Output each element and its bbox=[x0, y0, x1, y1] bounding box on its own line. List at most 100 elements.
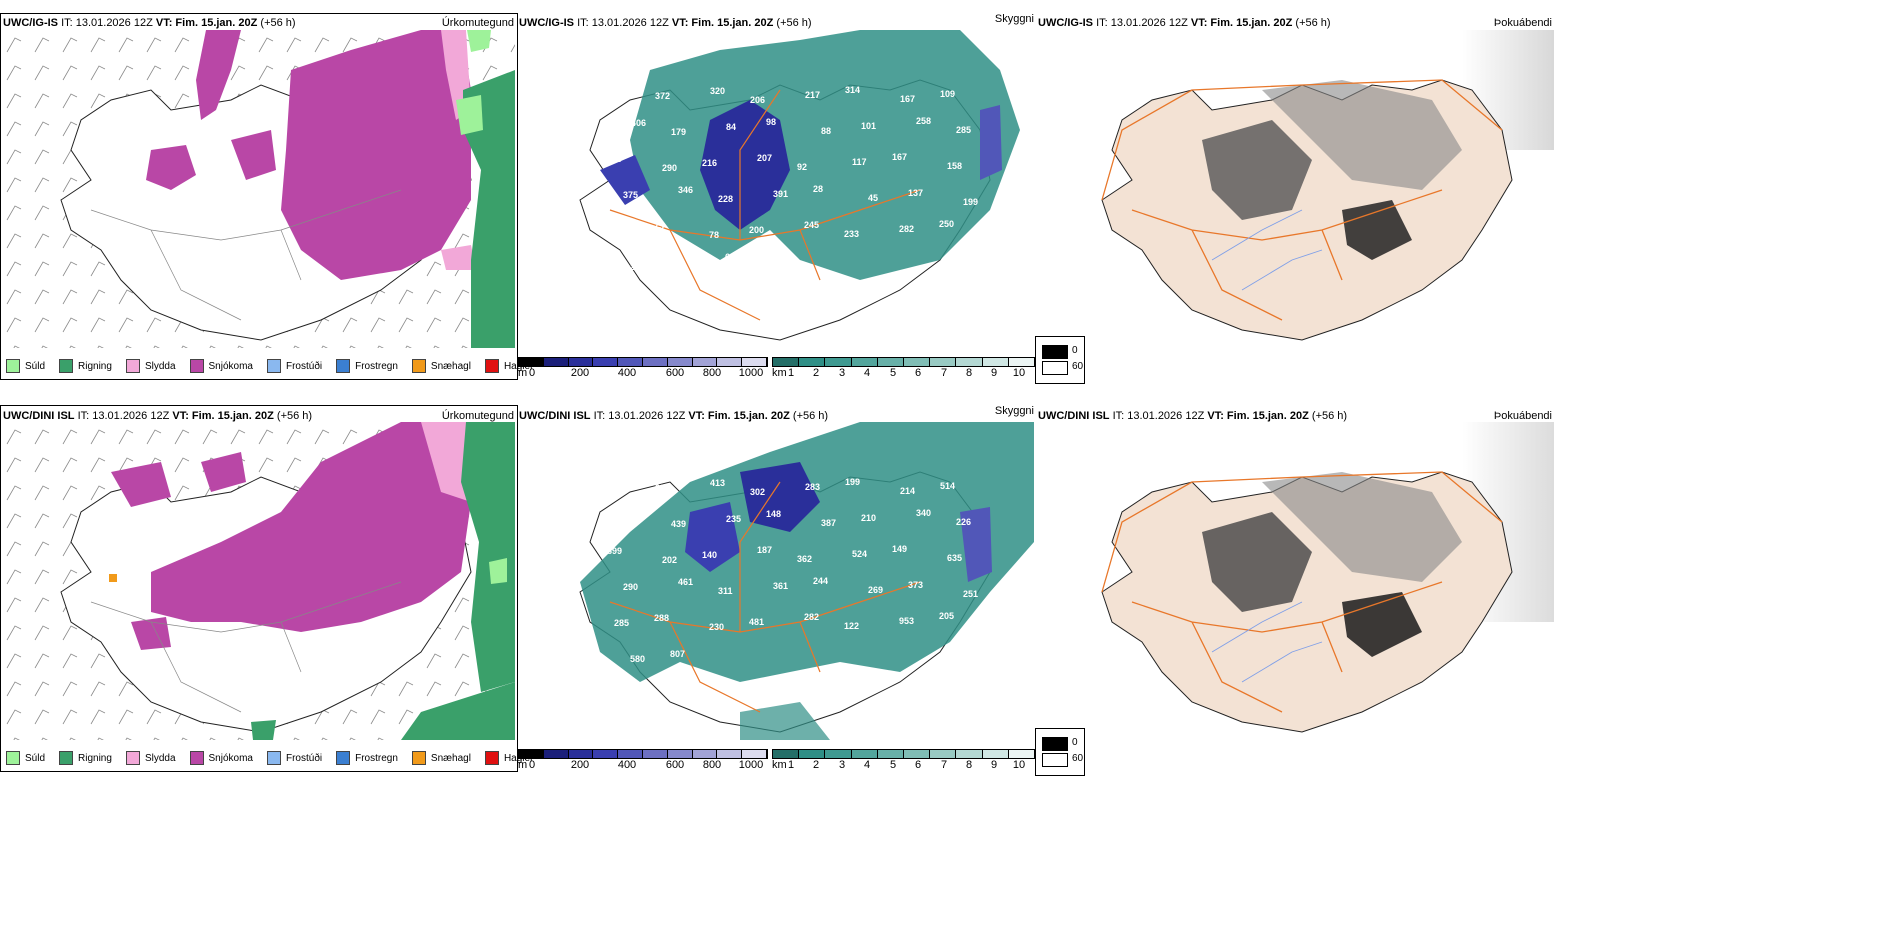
legend-item: Slydda bbox=[125, 359, 176, 373]
vis-value-label: 214 bbox=[900, 486, 915, 496]
panel-title: UWC/DINI ISL IT: 13.01.2026 12Z VT: Fim.… bbox=[1038, 410, 1347, 423]
vis-value-label: 296 bbox=[655, 483, 670, 493]
vis-value-label: 233 bbox=[844, 229, 859, 239]
init-time: IT: 13.01.2026 12Z bbox=[1112, 410, 1205, 422]
colorbar-cell bbox=[519, 358, 544, 366]
fog-map bbox=[1062, 422, 1554, 740]
colorbar-unit: m bbox=[518, 367, 528, 379]
vis-value-label: 461 bbox=[678, 577, 693, 587]
legend-label: Snæhagl bbox=[430, 360, 471, 372]
colorbar-tick: 400 bbox=[617, 367, 637, 379]
snow-area bbox=[231, 130, 276, 180]
vis-labels: 973 372 320 206 217 314 167 109 406 179 84 98 88 101 2… bbox=[600, 82, 978, 272]
vis-value-label: 73 bbox=[654, 221, 664, 231]
legend-label: Snjókoma bbox=[208, 752, 253, 764]
legend-swatch bbox=[336, 751, 351, 765]
vis-value-label: 973 bbox=[600, 82, 615, 92]
colorbar-tick: 400 bbox=[617, 759, 637, 771]
colorbar-cell bbox=[825, 358, 852, 366]
vis-value-label: 282 bbox=[899, 224, 914, 234]
panel-name-fog: Þokuábendi bbox=[1493, 410, 1552, 422]
vis-value-label: 290 bbox=[662, 163, 677, 173]
vis-value-label: 439 bbox=[671, 519, 686, 529]
very-low-visibility-area bbox=[700, 100, 790, 230]
altitude-colorbar: m 0 200 400 600 800 1000 bbox=[518, 357, 768, 383]
vis-value-label: 179 bbox=[671, 127, 686, 137]
colorbar-tick: 600 bbox=[665, 367, 685, 379]
colorbar-tick: 5 bbox=[889, 367, 897, 379]
legend-item: Frostúði bbox=[266, 751, 322, 765]
init-time: IT: 13.01.2026 12Z bbox=[77, 410, 170, 422]
fog-key: 0 60 bbox=[1035, 728, 1085, 776]
legend-swatch bbox=[411, 359, 426, 373]
colorbar-cell bbox=[543, 358, 569, 366]
vis-value-label: 251 bbox=[963, 589, 978, 599]
colorbar-tick: 1 bbox=[787, 759, 795, 771]
legend-swatch bbox=[266, 751, 281, 765]
colorbar-unit: km bbox=[772, 759, 787, 771]
colorbar-cell bbox=[773, 358, 800, 366]
legend-swatch bbox=[6, 359, 20, 373]
vis-value-label: 807 bbox=[670, 649, 685, 659]
vis-value-label: 580 bbox=[630, 654, 645, 664]
colorbar-cell bbox=[877, 358, 904, 366]
vis-value-label: 245 bbox=[804, 220, 819, 230]
vis-value-label: 285 bbox=[956, 125, 971, 135]
vis-value-label: 122 bbox=[844, 621, 859, 631]
valid-time: VT: Fim. 15.jan. 20Z bbox=[1207, 410, 1309, 422]
colorbar-cell bbox=[717, 358, 743, 366]
valid-time: VT: Fim. 15.jan. 20Z bbox=[1190, 17, 1293, 29]
lead-time: (+56 h) bbox=[276, 410, 313, 422]
legend-item: Rigning bbox=[59, 751, 112, 765]
colorbar-tick: 9 bbox=[990, 367, 998, 379]
vis-value-label: 391 bbox=[773, 189, 788, 199]
vis-value-label: 199 bbox=[845, 477, 860, 487]
colorbar-cells bbox=[518, 357, 768, 367]
vis-value-label: 206 bbox=[750, 95, 765, 105]
fog-key-label: 0 bbox=[1072, 345, 1078, 356]
vis-value-label: 288 bbox=[654, 613, 669, 623]
visibility-colorbar: km 1 2 3 4 5 6 7 8 9 10 bbox=[772, 749, 1036, 775]
init-time: IT: 13.01.2026 12Z bbox=[593, 410, 686, 422]
vis-value-label: 140 bbox=[702, 550, 717, 560]
colorbar-cell bbox=[568, 750, 594, 758]
init-time: IT: 13.01.2026 12Z bbox=[1096, 17, 1188, 29]
vis-value-label: 92 bbox=[797, 162, 807, 172]
vis-value-label: 258 bbox=[916, 116, 931, 126]
panel-title: UWC/DINI ISL IT: 13.01.2026 12Z VT: Fim.… bbox=[519, 410, 828, 423]
precip-legend: Súld Rigning Slydda Snjókoma Frostúði Fr… bbox=[6, 751, 542, 765]
vis-value-label: 320 bbox=[710, 86, 725, 96]
init-time: IT: 13.01.2026 12Z bbox=[577, 17, 669, 29]
roads bbox=[609, 89, 921, 321]
vis-value-label: 514 bbox=[940, 481, 955, 491]
legend-item: Súld bbox=[6, 359, 45, 373]
fog-key-label: 60 bbox=[1072, 753, 1084, 764]
colorbar-cell bbox=[593, 358, 619, 366]
panel-name-precip: Úrkomutegund bbox=[441, 17, 514, 29]
roads bbox=[90, 189, 402, 321]
vis-value-label: 278 bbox=[630, 262, 645, 272]
colorbar-cell bbox=[667, 358, 693, 366]
colorbar-tick: 9 bbox=[990, 759, 998, 771]
vis-value-label: 199 bbox=[963, 197, 978, 207]
panel-title: UWC/DINI ISL IT: 13.01.2026 12Z VT: Fim.… bbox=[3, 410, 312, 423]
rain-area bbox=[463, 70, 515, 348]
legend-label: Frostregn bbox=[355, 752, 398, 764]
legend-item: Rigning bbox=[59, 359, 112, 373]
precip-legend: Súld Rigning Slydda Snjókoma Frostúði Fr… bbox=[6, 359, 542, 373]
colorbar-unit: km bbox=[772, 367, 787, 379]
precip-map-svg bbox=[1, 422, 515, 740]
vis-value-label: 216 bbox=[702, 158, 717, 168]
colorbar-cell bbox=[519, 750, 544, 758]
colorbar-cell bbox=[618, 750, 643, 758]
fog-dense bbox=[1202, 120, 1312, 220]
colorbar-tick: 1 bbox=[787, 367, 795, 379]
fog-map-svg bbox=[1101, 30, 1554, 341]
fog-key-swatch bbox=[1042, 737, 1068, 751]
fog-key-swatch bbox=[1042, 361, 1068, 375]
colorbar-cell bbox=[773, 750, 800, 758]
drizzle-area bbox=[456, 95, 483, 135]
colorbar-cell bbox=[593, 750, 619, 758]
legend-swatch bbox=[189, 359, 204, 373]
vis-value-label: 635 bbox=[947, 553, 962, 563]
